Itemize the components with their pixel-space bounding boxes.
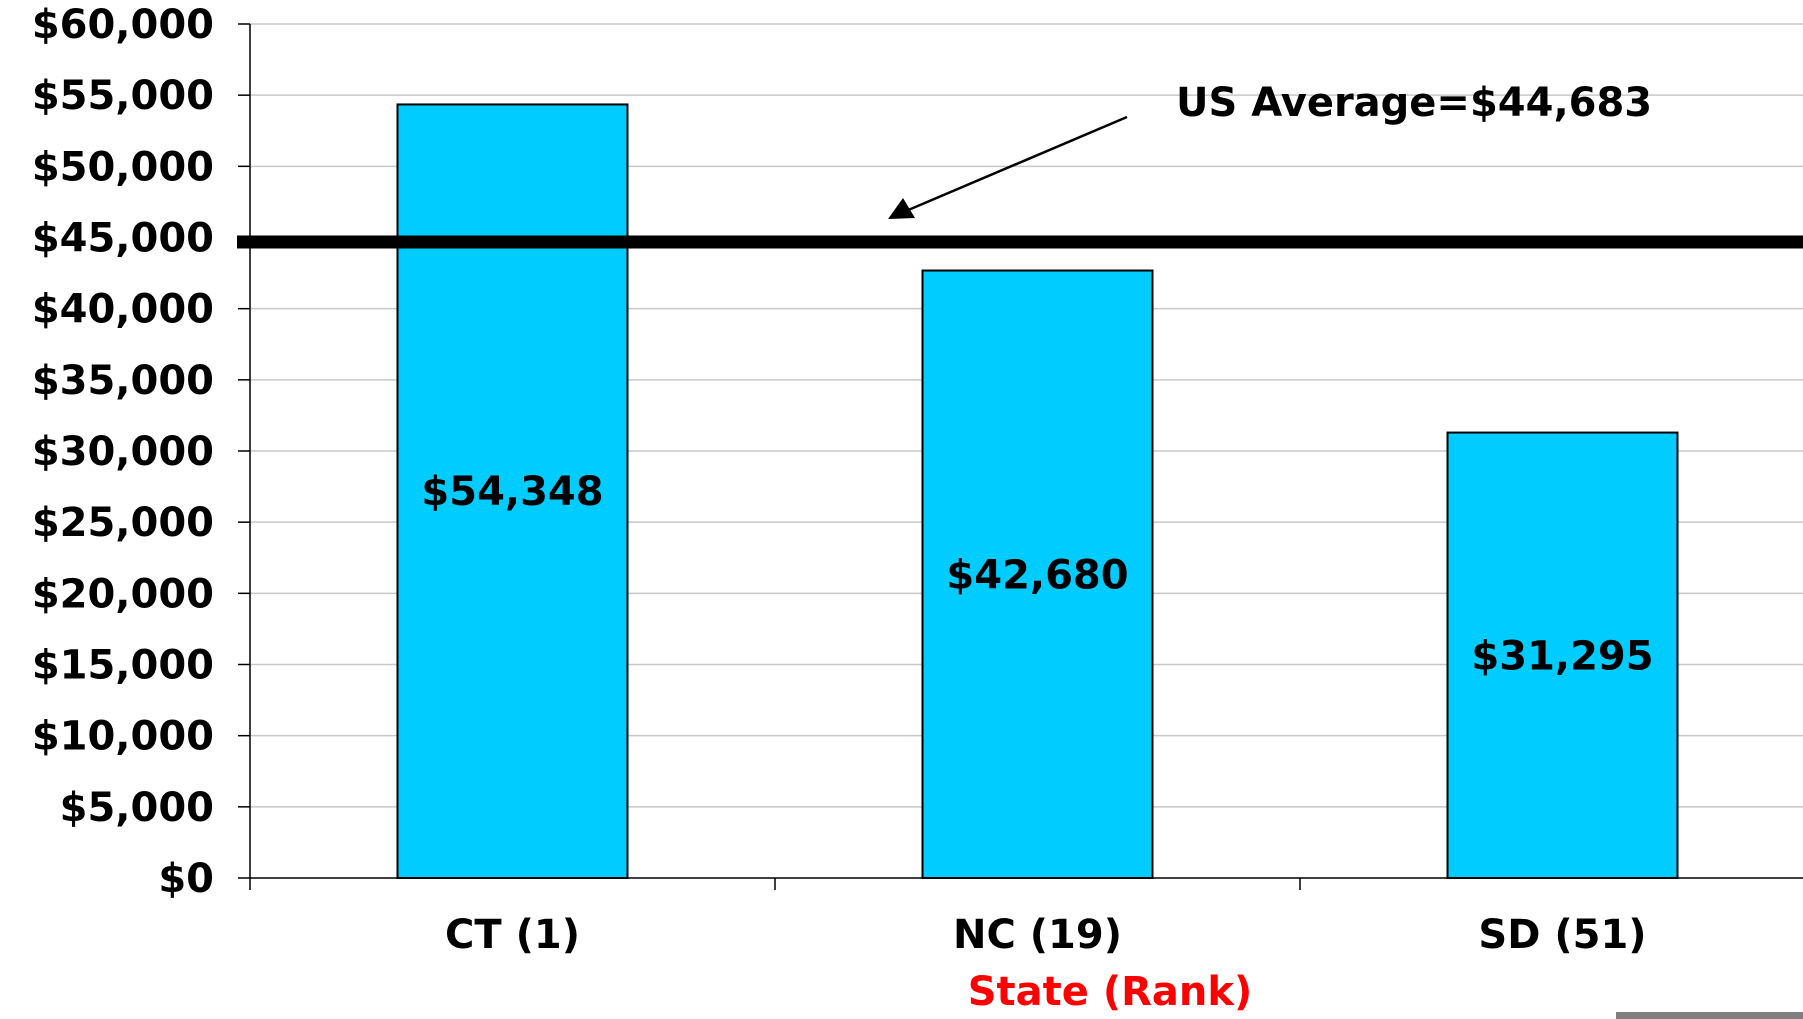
x-axis-label: State (Rank) bbox=[968, 969, 1253, 1015]
y-tick-label: $0 bbox=[158, 856, 214, 902]
y-tick-label: $5,000 bbox=[60, 785, 214, 831]
us-average-line: US Average=$44,683 bbox=[237, 80, 1803, 249]
y-tick-label: $25,000 bbox=[32, 500, 214, 546]
category-label: NC (19) bbox=[953, 912, 1122, 958]
data-label: $42,680 bbox=[946, 552, 1128, 598]
y-tick-label: $15,000 bbox=[32, 643, 214, 689]
axes bbox=[238, 23, 1803, 890]
x-tick-labels: CT (1) NC (19) SD (51) bbox=[445, 912, 1647, 958]
bar bbox=[1446, 431, 1679, 879]
bars bbox=[396, 103, 1679, 880]
bar bbox=[921, 269, 1154, 879]
y-tick-label: $10,000 bbox=[32, 714, 214, 760]
y-tick-label: $55,000 bbox=[32, 73, 214, 119]
data-labels: $54,348 $42,680 $31,295 bbox=[421, 469, 1653, 679]
y-tick-label: $30,000 bbox=[32, 429, 214, 475]
y-tick-label: $50,000 bbox=[32, 144, 214, 190]
data-label: $31,295 bbox=[1471, 633, 1653, 679]
y-tick-label: $45,000 bbox=[32, 216, 214, 262]
y-tick-label: $40,000 bbox=[32, 287, 214, 333]
slide-corner-bar bbox=[1616, 1012, 1803, 1019]
data-label: $54,348 bbox=[421, 469, 603, 515]
y-tick-label: $60,000 bbox=[32, 2, 214, 48]
reference-line-label: US Average=$44,683 bbox=[1176, 80, 1652, 126]
y-tick-labels: $0 $5,000 $10,000 $15,000 $20,000 $25,000 $30,… bbox=[32, 2, 214, 902]
bar bbox=[396, 103, 629, 880]
annotation-arrow-line bbox=[905, 115, 1128, 213]
category-label: SD (51) bbox=[1478, 912, 1646, 958]
annotation-arrowhead bbox=[888, 198, 915, 219]
category-label: CT (1) bbox=[445, 912, 580, 958]
y-tick-label: $35,000 bbox=[32, 358, 214, 404]
y-tick-label: $20,000 bbox=[32, 571, 214, 617]
